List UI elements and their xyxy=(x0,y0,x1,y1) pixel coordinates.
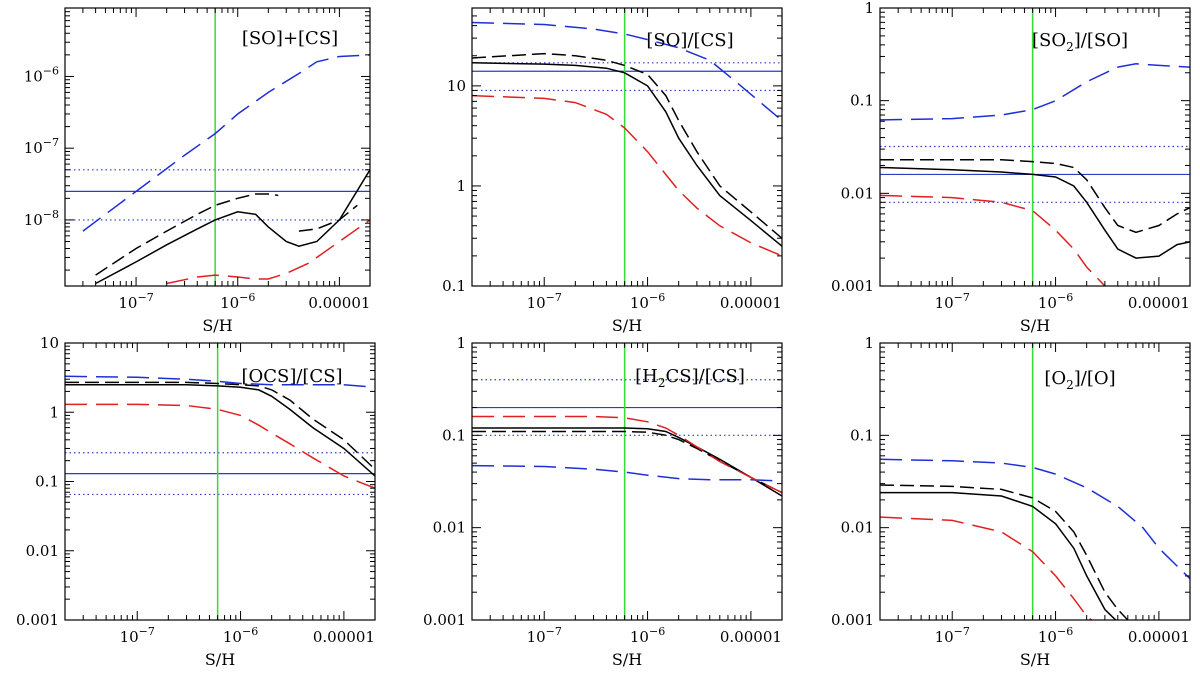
plot-frame xyxy=(471,342,783,621)
y-tick-label: 0.001 xyxy=(831,277,874,295)
panel-so2_over_so: 10−7 10−6 0.00001 0.001 0.01 0.1 1 S/H [SO2]/[SO… xyxy=(831,0,1191,335)
x-tick-label: 10−7 xyxy=(935,625,970,646)
series-model-solid xyxy=(472,62,782,247)
panel-ocs_over_cs: 10−7 10−6 0.00001 0.001 0.01 0.1 1 10 S/H [OCS]/[… xyxy=(16,334,376,669)
x-tick-label: 10−7 xyxy=(527,625,562,646)
series-model-dashed xyxy=(880,484,1129,620)
series-blue-dashed xyxy=(472,464,782,482)
y-tick-label: 0.1 xyxy=(850,426,874,444)
x-tick-label: 10−7 xyxy=(120,625,155,646)
plot-frame xyxy=(64,7,371,287)
x-axis-label: S/H xyxy=(612,316,642,335)
y-tick-label: 10−8 xyxy=(24,208,59,229)
panel-o2_over_o: 10−7 10−6 0.00001 0.001 0.01 0.1 1 S/H [O2]/[O] xyxy=(831,334,1191,669)
y-tick-label: 0.01 xyxy=(841,519,874,537)
x-tick-label: 0.00001 xyxy=(720,628,782,646)
x-tick-label: 10−6 xyxy=(220,291,255,312)
series-red-dashed xyxy=(65,403,375,489)
series-model-dashed-low xyxy=(298,204,358,232)
series-model-dashed xyxy=(880,159,1190,234)
y-tick-label: 10−7 xyxy=(24,136,59,157)
y-tick-label: 10 xyxy=(40,334,59,352)
y-tick-label: 0.1 xyxy=(35,473,59,491)
y-tick-label: 0.01 xyxy=(26,542,59,560)
x-axis-label: S/H xyxy=(202,316,232,335)
series-red-dashed xyxy=(880,516,1093,620)
y-tick-label: 0.001 xyxy=(831,611,874,629)
series-model-solid xyxy=(880,166,1190,259)
y-tick-label: 0.01 xyxy=(841,184,874,202)
y-tick-label: 0.01 xyxy=(433,519,466,537)
panel-title: [SO]+[CS] xyxy=(242,28,338,49)
x-tick-label: 0.00001 xyxy=(308,294,370,312)
x-axis-label: S/H xyxy=(1020,316,1050,335)
y-tick-label: 10 xyxy=(447,77,466,95)
panel-so_over_cs: 10−7 10−6 0.00001 0.1 1 10 S/H [SO]/[CS] xyxy=(442,7,783,335)
x-axis-label: S/H xyxy=(612,650,642,669)
y-tick-label: 1 xyxy=(864,334,874,352)
y-tick-label: 1 xyxy=(456,334,466,352)
panel-title: [H2CS]/[CS] xyxy=(635,366,745,390)
x-tick-label: 10−6 xyxy=(223,625,258,646)
x-axis-label: S/H xyxy=(205,650,235,669)
plot-frame xyxy=(471,7,783,287)
panel-title: [SO2]/[SO] xyxy=(1032,30,1128,54)
series-model-solid xyxy=(880,491,1117,620)
series-blue-dashed xyxy=(65,375,375,388)
y-tick-label: 0.1 xyxy=(442,426,466,444)
series-red-dashed xyxy=(880,194,1107,286)
plot-frame xyxy=(879,342,1191,621)
series-blue-dashed xyxy=(472,21,782,122)
panel-title: [O2]/[O] xyxy=(1044,368,1115,392)
x-tick-label: 10−7 xyxy=(527,291,562,312)
series-red-dashed xyxy=(166,219,370,285)
y-tick-label: 10−6 xyxy=(24,64,59,85)
x-tick-label: 10−6 xyxy=(630,625,665,646)
series-red-dashed xyxy=(472,415,782,494)
x-axis-label: S/H xyxy=(1020,650,1050,669)
y-tick-label: 1 xyxy=(864,0,874,17)
y-tick-label: 0.001 xyxy=(423,611,466,629)
plot-frame xyxy=(879,7,1191,287)
x-tick-label: 10−7 xyxy=(118,291,153,312)
series-blue-dashed xyxy=(880,458,1190,580)
series-model-dashed xyxy=(95,193,279,276)
x-tick-label: 10−7 xyxy=(935,291,970,312)
x-tick-label: 10−6 xyxy=(1038,625,1073,646)
panel-title: [SO]/[CS] xyxy=(646,30,733,51)
series-model-solid xyxy=(65,383,375,477)
y-tick-label: 0.1 xyxy=(850,92,874,110)
x-tick-label: 0.00001 xyxy=(1128,628,1190,646)
x-tick-label: 0.00001 xyxy=(313,628,375,646)
series-model-dashed xyxy=(472,52,782,239)
y-tick-label: 0.001 xyxy=(16,611,59,629)
series-red-dashed xyxy=(472,94,782,257)
series-model-solid xyxy=(95,169,370,285)
panel-h2cs_over_cs: 10−7 10−6 0.00001 0.001 0.01 0.1 1 S/H [H2CS]/[C… xyxy=(423,334,783,669)
y-tick-label: 0.1 xyxy=(442,277,466,295)
x-tick-label: 0.00001 xyxy=(1128,294,1190,312)
y-tick-label: 1 xyxy=(49,403,59,421)
x-tick-label: 10−6 xyxy=(1038,291,1073,312)
series-blue-dashed xyxy=(880,63,1190,121)
series-blue-dashed xyxy=(82,54,370,232)
x-tick-label: 10−6 xyxy=(630,291,665,312)
series-model-solid xyxy=(472,427,782,497)
series-model-dashed xyxy=(472,430,782,494)
series-model-dashed xyxy=(65,381,375,470)
panel-title: [OCS]/[CS] xyxy=(241,366,342,387)
x-tick-label: 0.00001 xyxy=(720,294,782,312)
panel-so_plus_cs: 10−7 10−6 0.00001 10−8 10−7 10−6 S/H [SO]+[CS] xyxy=(24,7,371,335)
y-tick-label: 1 xyxy=(456,177,466,195)
